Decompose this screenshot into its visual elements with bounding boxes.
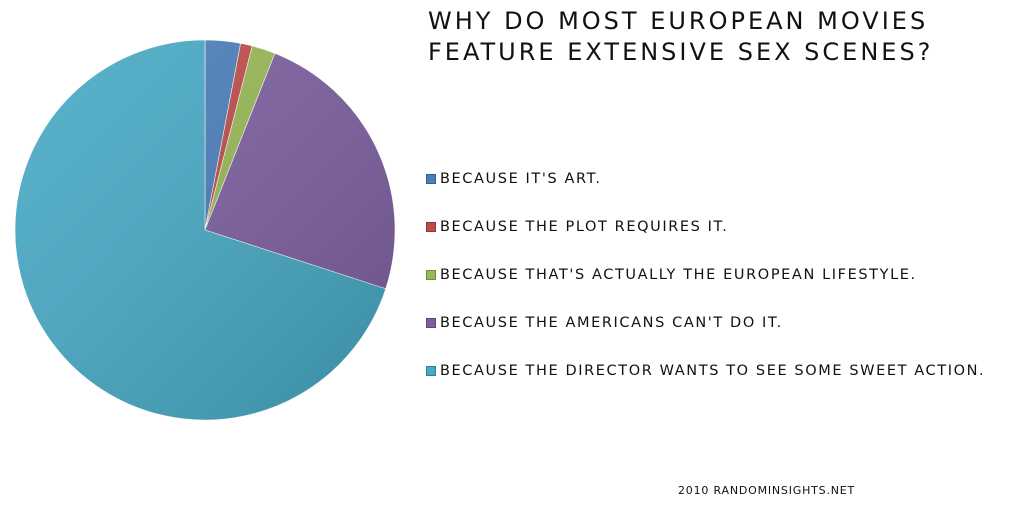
pie-chart [14,39,396,421]
legend-item-art: Because it's art. [426,155,1021,203]
legend-item-plot: Because the plot requires it. [426,203,1021,251]
chart-title: Why do most European movies feature exte… [428,6,1018,68]
legend-item-americans: Because the Americans can't do it. [426,299,1021,347]
legend-swatch-plot [426,222,436,232]
legend-label-lifestyle: Because that's actually the European lif… [440,267,917,283]
legend-item-director: Because the director wants to see some s… [426,347,1021,395]
legend-label-americans: Because the Americans can't do it. [440,315,783,331]
legend-swatch-lifestyle [426,270,436,280]
legend-swatch-director [426,366,436,376]
chart-title-line-2: feature extensive sex scenes? [428,38,934,66]
legend-item-lifestyle: Because that's actually the European lif… [426,251,1021,299]
chart-title-line-1: Why do most European movies [428,7,929,35]
legend-swatch-art [426,174,436,184]
legend-label-plot: Because the plot requires it. [440,219,729,235]
chart-legend: Because it's art. Because the plot requi… [426,155,1021,395]
legend-swatch-americans [426,318,436,328]
legend-label-art: Because it's art. [440,171,602,187]
legend-label-director: Because the director wants to see some s… [440,363,986,379]
credit-text: 2010 randominsights.net [678,484,856,497]
pie-slices [14,39,396,421]
